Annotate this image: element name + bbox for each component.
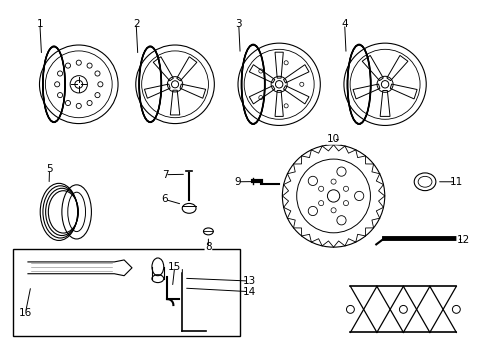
- Text: 11: 11: [449, 177, 462, 187]
- Text: 16: 16: [19, 308, 32, 318]
- Text: 15: 15: [168, 262, 181, 272]
- Text: 7: 7: [162, 170, 168, 180]
- Text: 8: 8: [204, 242, 211, 252]
- Text: 4: 4: [341, 19, 347, 29]
- Text: 2: 2: [133, 19, 139, 29]
- Text: 5: 5: [46, 165, 53, 174]
- Text: 9: 9: [233, 177, 240, 187]
- Text: 10: 10: [326, 134, 340, 144]
- Text: 12: 12: [456, 235, 469, 245]
- Text: 14: 14: [242, 287, 255, 297]
- Text: 6: 6: [162, 194, 168, 204]
- Text: 3: 3: [235, 19, 242, 29]
- Text: 13: 13: [242, 276, 255, 286]
- Text: 1: 1: [37, 19, 43, 29]
